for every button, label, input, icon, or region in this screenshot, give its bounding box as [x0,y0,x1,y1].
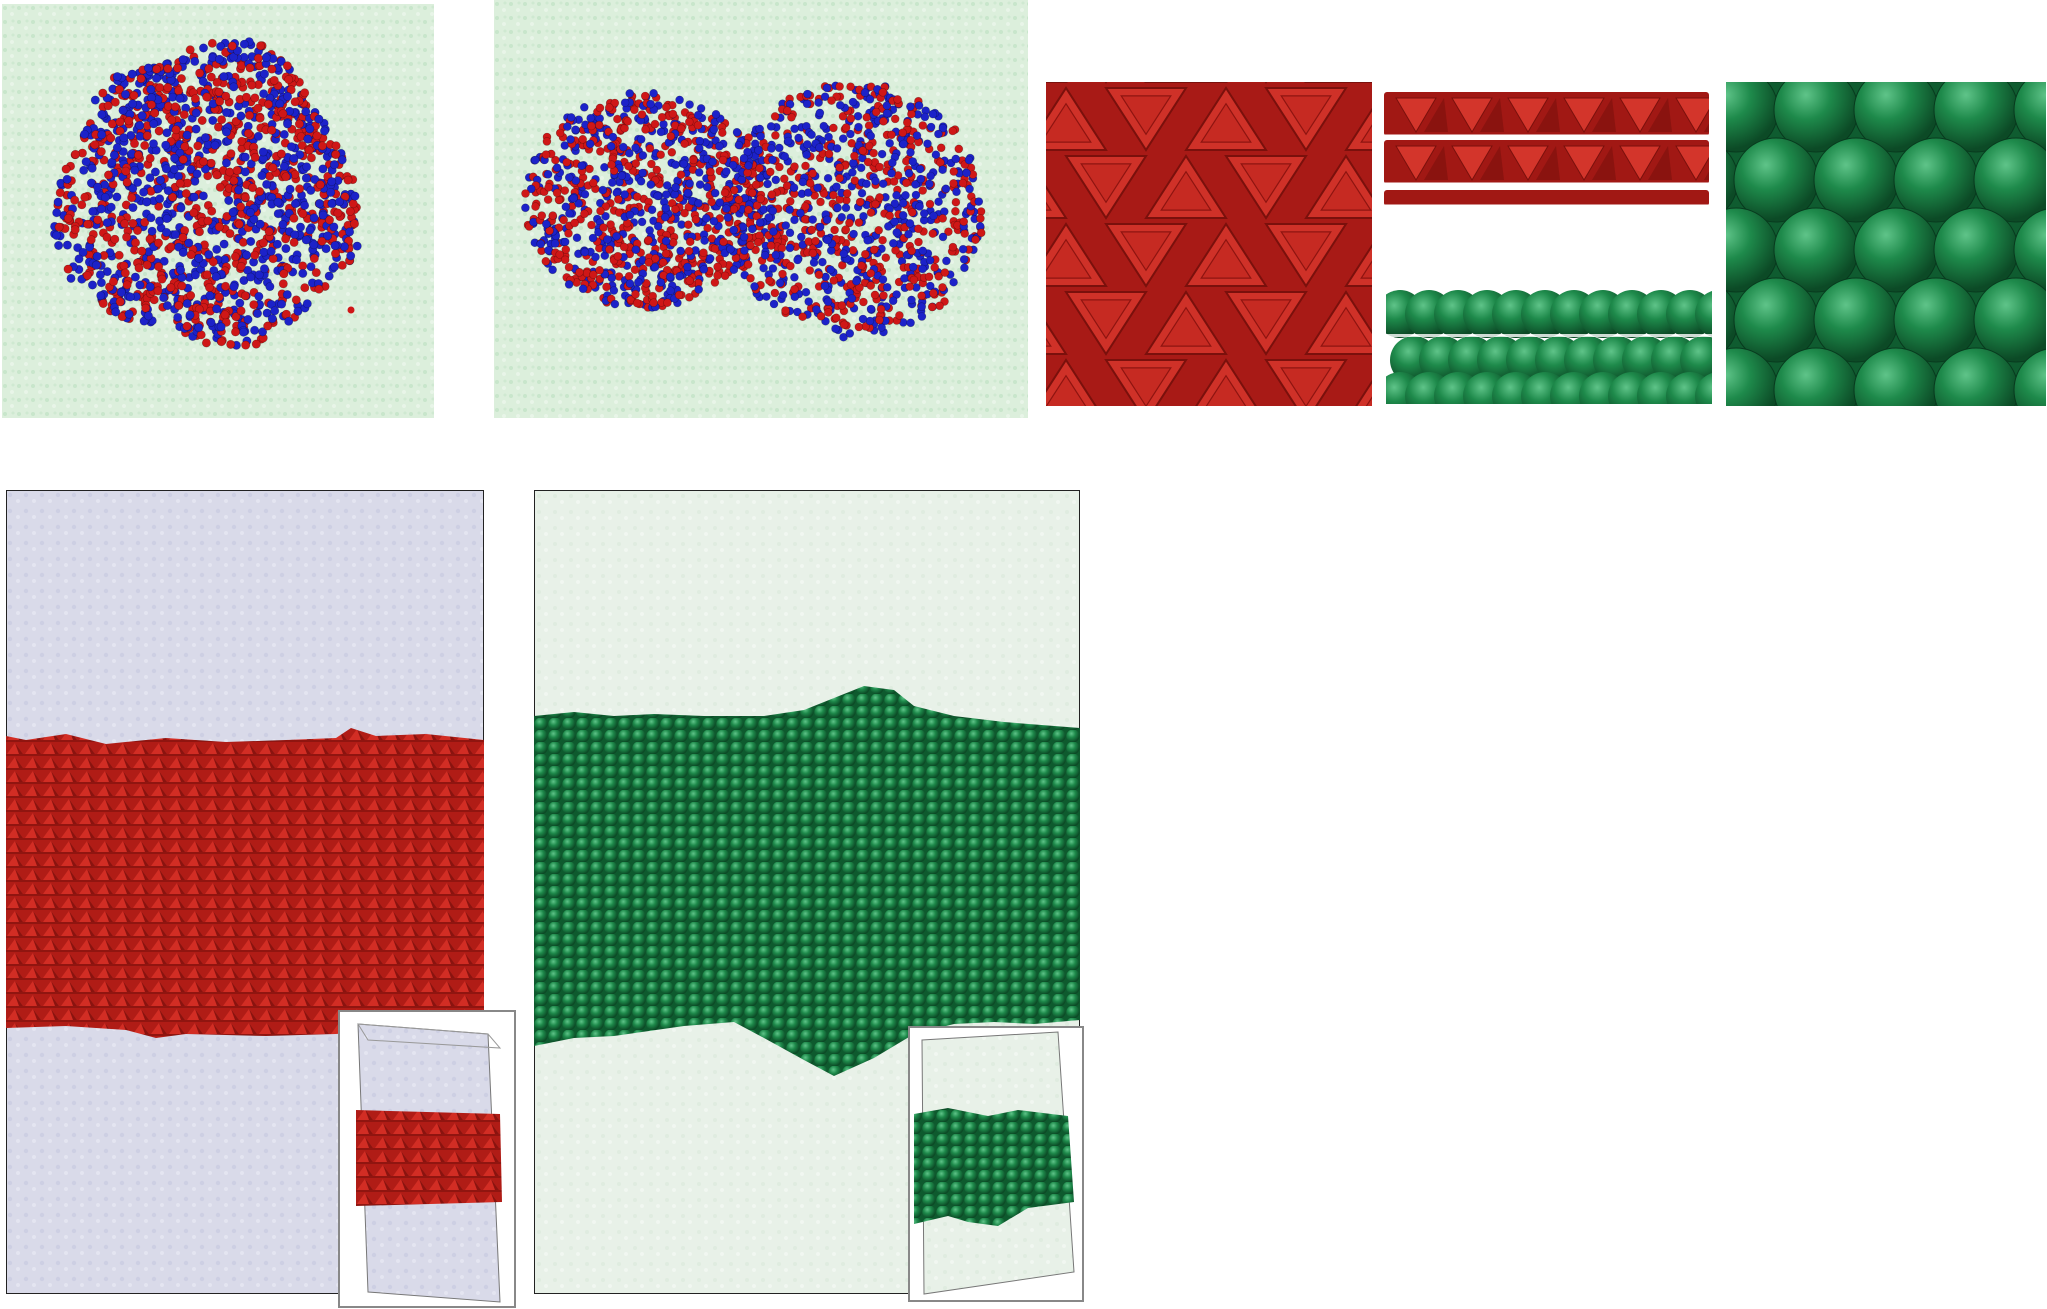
triangular-prism-layers-side-panel [1384,90,1709,210]
prism-slab-band [6,728,484,1038]
sphere-slab-3d-inset-image [908,1026,1084,1302]
sphere-slab-3d-inset [908,1026,1084,1302]
prism-slab-3d-inset [338,1010,516,1308]
sphere-slab-band [534,686,1080,1076]
sphere-layers-side-panel [1386,288,1712,404]
sphere-layers-side-image [1386,290,1712,404]
triangular-prism-lattice-top-image [1046,82,1372,406]
sphere-lattice-top-image [1726,82,2046,406]
prism-slab-3d-inset-image [338,1010,516,1308]
cluster-top-view-image [2,4,434,418]
sphere-lattice-top-panel [1726,82,2046,406]
triangular-prism-lattice-top-panel [1046,82,1372,406]
triangular-prism-layers-side-image [1384,92,1709,208]
cluster-side-view-image [494,0,1028,418]
cluster-side-view-panel [494,0,1028,418]
cluster-top-view-panel [2,4,434,418]
